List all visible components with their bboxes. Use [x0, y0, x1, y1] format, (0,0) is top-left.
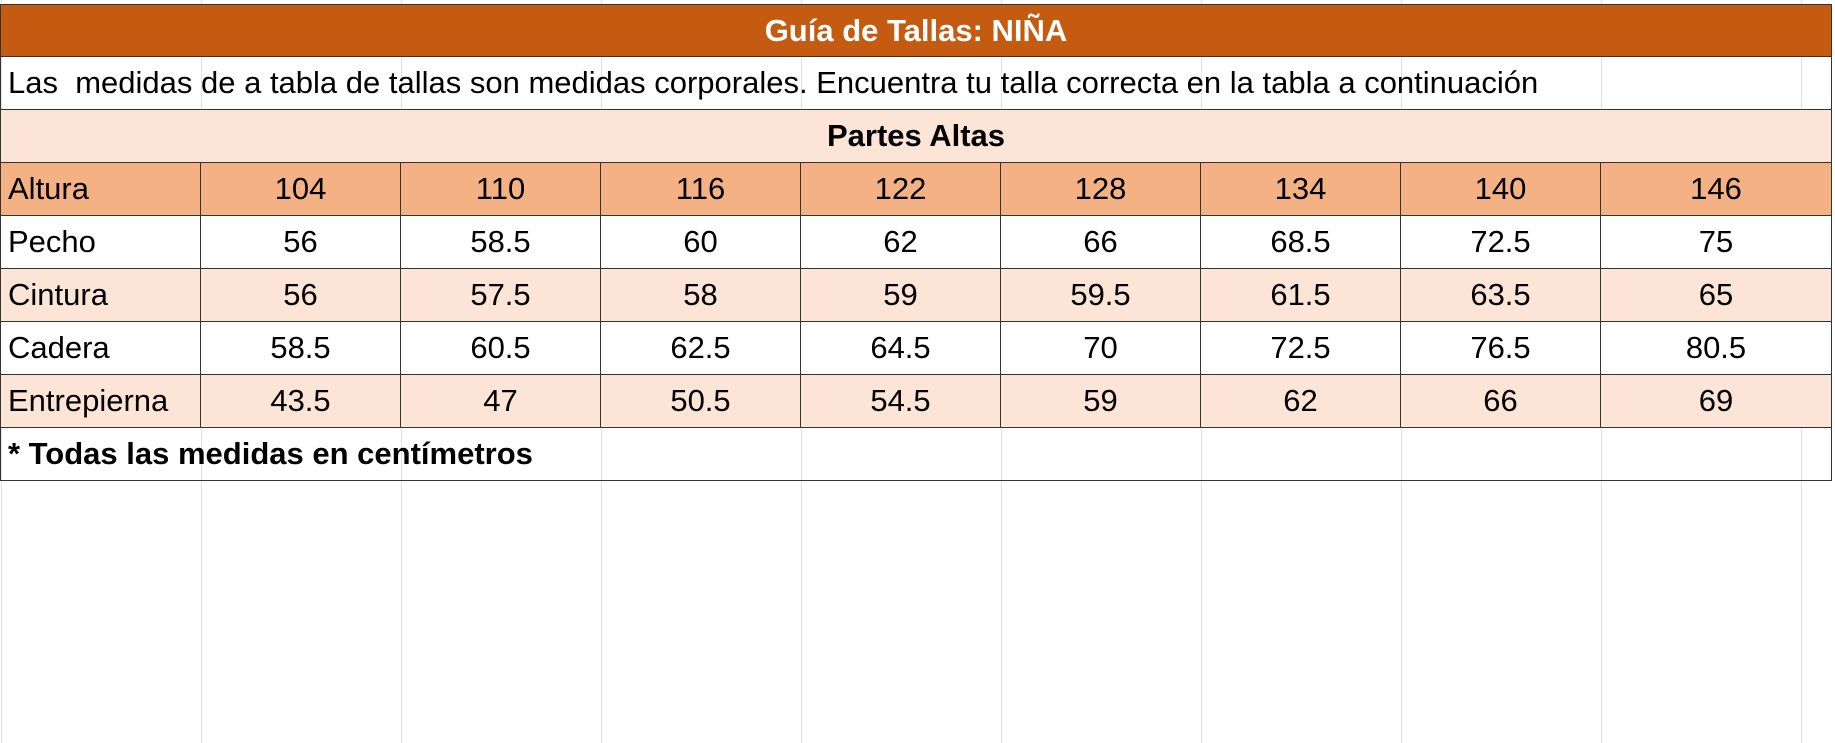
row-label: Altura	[0, 163, 201, 216]
table-cell: 62	[801, 216, 1001, 269]
table-cell: 47	[401, 375, 601, 428]
table-cell: 58.5	[401, 216, 601, 269]
note: * Todas las medidas en centímetros	[0, 428, 1832, 481]
table-cell: 75	[1601, 216, 1832, 269]
table-cell: 110	[401, 163, 601, 216]
table-cell: 56	[201, 216, 401, 269]
table-cell: 63.5	[1401, 269, 1601, 322]
table-cell: 128	[1001, 163, 1201, 216]
title: Guía de Tallas: NIÑA	[0, 4, 1832, 57]
row-label: Pecho	[0, 216, 201, 269]
table-cell: 64.5	[801, 322, 1001, 375]
table-cell: 70	[1001, 322, 1201, 375]
table-cell: 54.5	[801, 375, 1001, 428]
row-label: Entrepierna	[0, 375, 201, 428]
table-cell: 72.5	[1201, 322, 1401, 375]
table-cell: 80.5	[1601, 322, 1832, 375]
table-cell: 140	[1401, 163, 1601, 216]
table-cell: 59.5	[1001, 269, 1201, 322]
table-cell: 60.5	[401, 322, 601, 375]
table-cell: 104	[201, 163, 401, 216]
table-cell: 62	[1201, 375, 1401, 428]
table-cell: 66	[1401, 375, 1601, 428]
table-cell: 122	[801, 163, 1001, 216]
section-title: Partes Altas	[0, 110, 1832, 163]
table-cell: 59	[1001, 375, 1201, 428]
table-cell: 146	[1601, 163, 1832, 216]
table-cell: 65	[1601, 269, 1832, 322]
table-cell: 58	[601, 269, 801, 322]
table-cell: 61.5	[1201, 269, 1401, 322]
table-cell: 56	[201, 269, 401, 322]
table-cell: 62.5	[601, 322, 801, 375]
table-cell: 60	[601, 216, 801, 269]
table-cell: 68.5	[1201, 216, 1401, 269]
table-cell: 57.5	[401, 269, 601, 322]
table-cell: 50.5	[601, 375, 801, 428]
row-label: Cadera	[0, 322, 201, 375]
row-label: Cintura	[0, 269, 201, 322]
table-cell: 59	[801, 269, 1001, 322]
table-cell: 66	[1001, 216, 1201, 269]
table-cell: 116	[601, 163, 801, 216]
table-cell: 134	[1201, 163, 1401, 216]
table-cell: 58.5	[201, 322, 401, 375]
table-cell: 43.5	[201, 375, 401, 428]
intro: Las medidas de a tabla de tallas son med…	[0, 57, 1832, 110]
table-cell: 69	[1601, 375, 1832, 428]
table-cell: 72.5	[1401, 216, 1601, 269]
table-cell: 76.5	[1401, 322, 1601, 375]
